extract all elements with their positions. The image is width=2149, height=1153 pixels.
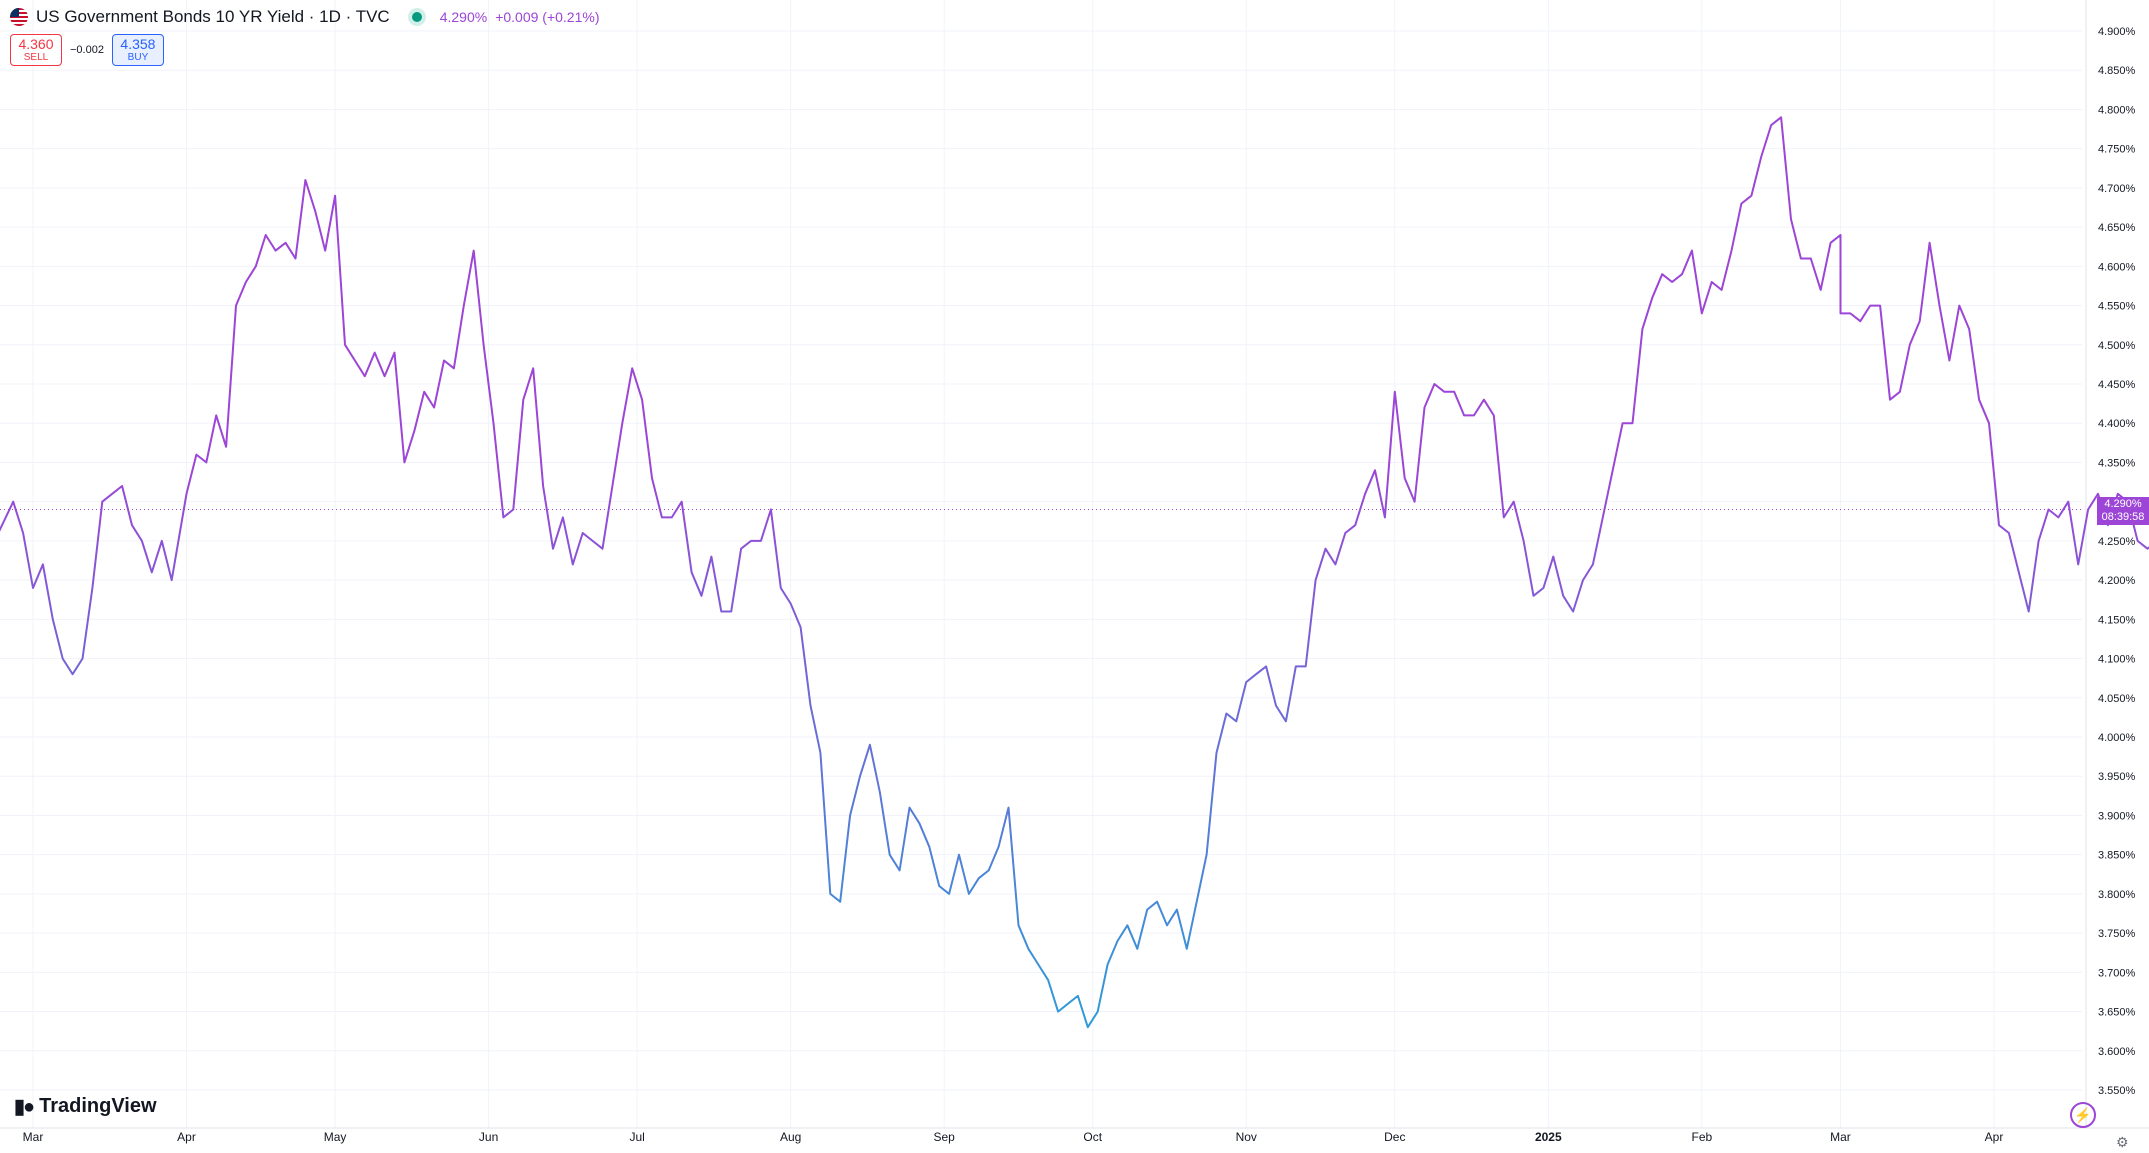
y-tick-label: 3.900% (2098, 810, 2136, 822)
spread-value: −0.002 (70, 44, 104, 56)
trade-panel: 4.360 SELL −0.002 4.358 BUY (10, 34, 164, 66)
x-tick-label: Apr (177, 1130, 196, 1144)
y-tick-label: 4.450% (2098, 379, 2136, 391)
y-tick-label: 4.350% (2098, 457, 2136, 469)
x-tick-label: May (324, 1130, 347, 1144)
y-tick-label: 4.850% (2098, 65, 2136, 77)
y-tick-label: 4.750% (2098, 144, 2136, 156)
market-status-dot-icon (411, 12, 422, 22)
y-tick-label: 3.950% (2098, 771, 2136, 783)
x-tick-label: Jul (629, 1130, 644, 1144)
tradingview-logo[interactable]: ▮● TradingView (14, 1094, 157, 1119)
y-tick-label: 4.700% (2098, 183, 2136, 195)
buy-button[interactable]: 4.358 BUY (111, 34, 164, 66)
buy-label: BUY (127, 52, 149, 63)
tradingview-logo-icon: ▮● (14, 1096, 35, 1118)
y-tick-label: 4.250% (2098, 536, 2136, 548)
x-tick-label: 2025 (1535, 1130, 1562, 1144)
buy-value: 4.358 (120, 36, 156, 52)
grid (0, 0, 2082, 1128)
y-tick-label: 3.850% (2098, 850, 2136, 862)
y-tick-label: 4.400% (2098, 418, 2136, 430)
symbol-header: US Government Bonds 10 YR Yield · 1D · T… (10, 4, 599, 30)
y-tick-label: 3.700% (2098, 967, 2136, 979)
x-tick-label: Jun (479, 1130, 498, 1144)
x-tick-label: Oct (1083, 1130, 1102, 1144)
x-tick-label: Feb (1691, 1130, 1712, 1144)
symbol-title[interactable]: US Government Bonds 10 YR Yield · 1D · T… (36, 7, 390, 26)
sell-button[interactable]: 4.360 SELL (10, 34, 62, 66)
y-tick-label: 4.000% (2098, 732, 2136, 744)
y-tick-label: 4.900% (2098, 26, 2136, 38)
last-price-value: 4.290% (2104, 497, 2142, 510)
y-tick-label: 4.650% (2098, 222, 2136, 234)
y-tick-label: 4.200% (2098, 575, 2136, 587)
settings-icon[interactable]: ⚙ (2116, 1134, 2129, 1150)
sell-label: SELL (23, 52, 49, 63)
header-change: +0.009 (+0.21%) (495, 9, 600, 25)
lightning-icon[interactable]: ⚡ (2070, 1102, 2096, 1128)
x-tick-label: Aug (780, 1130, 801, 1144)
x-tick-label: Mar (1830, 1130, 1851, 1144)
series-line-0 (0, 116, 2149, 1029)
x-tick-label: Mar (23, 1130, 44, 1144)
header-price: 4.290% (439, 9, 488, 25)
x-tick-label: Nov (1236, 1130, 1257, 1144)
sell-value: 4.360 (18, 36, 54, 52)
last-price-label: 4.290% 08:39:58 (2097, 496, 2149, 525)
y-tick-label: 4.600% (2098, 261, 2136, 273)
y-tick-label: 4.550% (2098, 301, 2136, 313)
y-tick-label: 3.600% (2098, 1046, 2136, 1058)
us-flag-icon (10, 8, 28, 26)
y-tick-label: 4.150% (2098, 614, 2136, 626)
y-tick-label: 3.550% (2098, 1085, 2136, 1097)
y-tick-label: 4.100% (2098, 654, 2136, 666)
y-tick-label: 3.650% (2098, 1007, 2136, 1019)
x-tick-label: Sep (933, 1130, 955, 1144)
last-price-countdown: 08:39:58 (2101, 510, 2145, 523)
y-tick-label: 4.050% (2098, 693, 2136, 705)
y-tick-label: 4.800% (2098, 104, 2136, 116)
y-tick-label: 4.500% (2098, 340, 2136, 352)
x-tick-label: Dec (1384, 1130, 1405, 1144)
y-tick-label: 3.750% (2098, 928, 2136, 940)
logo-text: TradingView (39, 1095, 157, 1117)
x-tick-label: Apr (1985, 1130, 2004, 1144)
y-tick-label: 3.800% (2098, 889, 2136, 901)
